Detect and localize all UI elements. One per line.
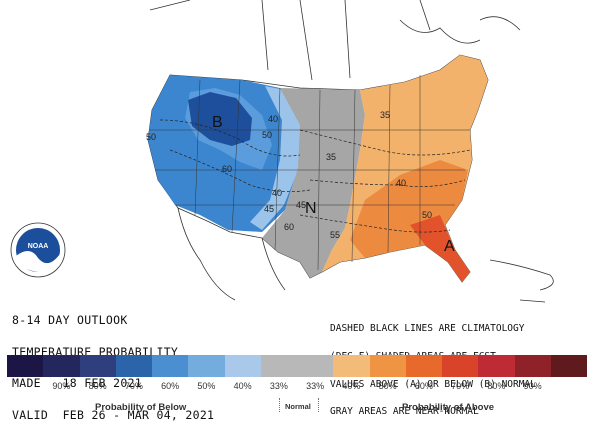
probability-legend-labels: 90% 80% 70% 60% 50% 40% 33% 33% 40% 50% 60% 70% 80% 9… xyxy=(7,381,587,391)
above-caption: Probability of Above xyxy=(402,402,495,413)
logo-text: NOAA xyxy=(28,243,49,250)
isotherm-label: 60 xyxy=(284,222,294,232)
legend-swatch xyxy=(550,355,587,377)
legend-swatch xyxy=(152,355,189,377)
isotherm-label: 35 xyxy=(326,152,336,162)
note-line: VALUES ABOVE (A) OR BELOW (B) NORMAL xyxy=(330,378,536,390)
legend-swatch xyxy=(333,355,370,377)
legend-label: 33% xyxy=(269,381,288,391)
legend-swatch xyxy=(442,355,479,377)
legend-swatch xyxy=(514,355,551,377)
legend-label: 60% xyxy=(161,381,180,391)
note-line: DASHED BLACK LINES ARE CLIMATOLOGY xyxy=(330,323,525,335)
isotherm-label: 40 xyxy=(268,114,278,124)
normal-divider-right xyxy=(318,398,319,412)
isotherm-label: 50 xyxy=(422,210,432,220)
legend-label: 70% xyxy=(124,381,143,391)
normal-divider-left xyxy=(279,398,280,412)
outlook-valid-range: VALID FEB 26 - MAR 04, 2021 xyxy=(12,407,215,422)
legend-swatch xyxy=(260,355,297,377)
normal-center-label: N xyxy=(305,200,317,217)
isotherm-label: 40 xyxy=(272,188,282,198)
isotherm-label: 60 xyxy=(222,164,232,174)
above-center-label: A xyxy=(444,238,455,255)
legend-swatch xyxy=(369,355,406,377)
isotherm-label: 45 xyxy=(296,200,306,210)
legend-swatch xyxy=(79,355,116,377)
outlook-title: 8-14 DAY OUTLOOK xyxy=(12,313,128,327)
normal-caption: Normal xyxy=(285,402,311,411)
legend-swatch xyxy=(43,355,80,377)
outlook-info: 8-14 DAY OUTLOOK TEMPERATURE PROBABILITY… xyxy=(12,294,214,431)
legend-label: 80% xyxy=(88,381,107,391)
isotherm-label: 50 xyxy=(262,130,272,140)
isotherm-label: 35 xyxy=(380,110,390,120)
legend-label: 70% xyxy=(451,381,470,391)
legend-label: 50% xyxy=(197,381,216,391)
below-caption: Probability of Below xyxy=(95,402,187,413)
legend-label: 60% xyxy=(414,381,433,391)
legend-label: 90% xyxy=(523,381,542,391)
below-center-label: B xyxy=(212,114,223,131)
noaa-logo: NOAA xyxy=(10,222,66,278)
outlook-subtitle: TEMPERATURE PROBABILITY xyxy=(12,344,179,359)
note-line: GRAY AREAS ARE NEAR-NORMAL xyxy=(330,406,479,418)
legend-swatch xyxy=(224,355,261,377)
legend-swatch xyxy=(188,355,225,377)
temperature-outlook-map: 50 40 50 60 45 40 35 35 60 55 40 50 45 B… xyxy=(10,0,554,303)
legend-swatch xyxy=(478,355,515,377)
legend-label: 50% xyxy=(378,381,397,391)
legend-swatch xyxy=(405,355,442,377)
legend-label: 33% xyxy=(306,381,325,391)
isotherm-label: 50 xyxy=(146,132,156,142)
legend-swatch xyxy=(297,355,334,377)
probability-legend-bar xyxy=(7,355,587,377)
outlook-made-date: MADE 18 FEB 2021 xyxy=(12,376,143,390)
legend-label: 40% xyxy=(233,381,252,391)
legend-swatch xyxy=(7,355,44,377)
legend-label: 40% xyxy=(342,381,361,391)
isotherm-label: 40 xyxy=(396,178,406,188)
legend-swatch xyxy=(115,355,152,377)
legend-label: 90% xyxy=(52,381,71,391)
isotherm-label: 45 xyxy=(264,204,274,214)
legend-label: 80% xyxy=(487,381,506,391)
isotherm-label: 55 xyxy=(330,230,340,240)
